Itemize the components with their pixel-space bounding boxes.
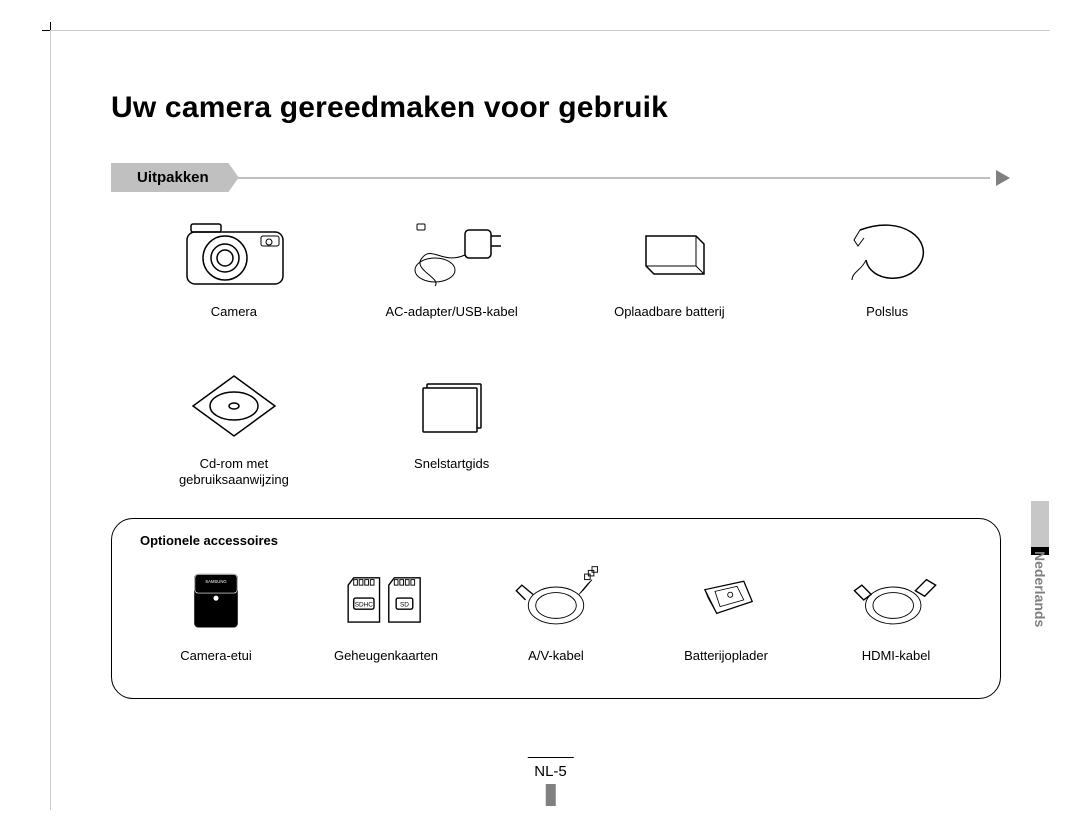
hdmi-icon: [831, 554, 961, 644]
booklet-icon: [387, 362, 517, 452]
strap-icon: [822, 210, 952, 300]
side-tab-bar: [1031, 501, 1049, 547]
item-label: Oplaadbare batterij: [614, 304, 725, 320]
language-label: Nederlands: [1032, 549, 1048, 629]
optional-title: Optionele accessoires: [140, 533, 978, 548]
pagenum-underbar: [545, 784, 555, 806]
manual-page: Uw camera gereedmaken voor gebruik Uitpa…: [50, 30, 1050, 810]
optional-item-hdmi: HDMI-kabel: [814, 554, 978, 684]
item-label: A/V-kabel: [528, 648, 584, 664]
sdhc-label: SDHC: [355, 601, 374, 608]
optional-accessories-box: Optionele accessoires SAMSUNG Camera-etu…: [111, 518, 1001, 699]
sdcards-icon: SDHC SD: [321, 554, 451, 644]
battery-icon: [604, 210, 734, 300]
svg-text:SAMSUNG: SAMSUNG: [205, 579, 226, 584]
charger-icon: [661, 554, 791, 644]
ribbon-line: [235, 177, 990, 179]
adapter-icon: [387, 210, 517, 300]
optional-items-grid: SAMSUNG Camera-etui SDHC SD: [134, 554, 978, 684]
section-ribbon: Uitpakken: [111, 163, 239, 192]
item-label: Camera-etui: [180, 648, 252, 664]
item-label: Snelstartgids: [414, 456, 489, 472]
section-header-row: Uitpakken: [111, 163, 1010, 192]
item-label: AC-adapter/USB-kabel: [386, 304, 518, 320]
page-title: Uw camera gereedmaken voor gebruik: [111, 91, 1010, 125]
item-label: Batterijoplader: [684, 648, 768, 664]
included-item-qsg: Snelstartgids: [349, 362, 555, 502]
item-label: Geheugenkaarten: [334, 648, 438, 664]
included-items-grid: Camera AC-adapter/USB-kabel: [131, 210, 990, 502]
optional-item-cards: SDHC SD Geheugenkaarten: [304, 554, 468, 684]
camera-icon: [169, 210, 299, 300]
pagenum-overline: [527, 757, 573, 758]
optional-item-avcable: A/V-kabel: [474, 554, 638, 684]
language-side-tab: Nederlands: [1030, 501, 1050, 651]
item-label: Cd-rom met gebruiksaanwijzing: [179, 456, 289, 489]
item-label: Camera: [211, 304, 257, 320]
pagenum-text: NL-5: [534, 763, 567, 780]
included-item-cdrom: Cd-rom met gebruiksaanwijzing: [131, 362, 337, 502]
item-label: HDMI-kabel: [862, 648, 931, 664]
optional-item-case: SAMSUNG Camera-etui: [134, 554, 298, 684]
ribbon-arrow-icon: [996, 170, 1010, 186]
included-item-battery: Oplaadbare batterij: [567, 210, 773, 350]
included-item-camera: Camera: [131, 210, 337, 350]
included-item-strap: Polslus: [784, 210, 990, 350]
page-number: NL-5: [534, 763, 567, 780]
item-label: Polslus: [866, 304, 908, 320]
cdrom-icon: [169, 362, 299, 452]
case-icon: SAMSUNG: [151, 554, 281, 644]
avcable-icon: [491, 554, 621, 644]
sd-label: SD: [400, 601, 409, 608]
optional-item-charger: Batterijoplader: [644, 554, 808, 684]
included-item-adapter: AC-adapter/USB-kabel: [349, 210, 555, 350]
